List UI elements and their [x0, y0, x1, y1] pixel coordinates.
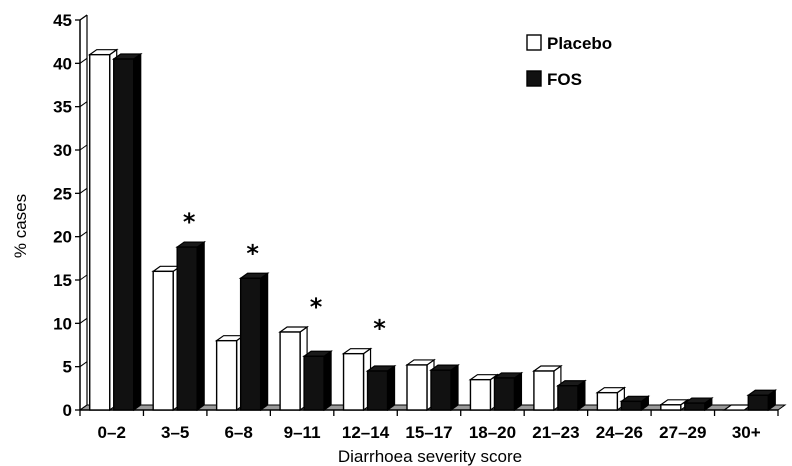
bar-fos — [430, 369, 452, 411]
y-tick-depth — [79, 57, 88, 64]
y-tick-depth — [79, 144, 88, 151]
y-tick-label: 20 — [53, 228, 72, 247]
legend-label-placebo: Placebo — [547, 34, 612, 53]
x-tick-label: 18–20 — [469, 423, 516, 442]
significance-star: * — [246, 239, 259, 267]
y-tick-label: 0 — [63, 401, 72, 420]
x-tick-label: 3–5 — [161, 423, 189, 442]
y-tick-depth — [79, 14, 88, 21]
x-tick-label: 9–11 — [284, 423, 321, 442]
bar-fos — [620, 400, 643, 411]
y-tick-depth — [79, 101, 88, 108]
bar-fos — [557, 385, 579, 411]
y-tick-depth — [79, 187, 88, 194]
y-tick-depth — [79, 404, 88, 411]
legend-label-fos: FOS — [547, 70, 582, 89]
y-axis-title: % cases — [11, 194, 30, 258]
y-tick-label: 45 — [53, 11, 72, 30]
x-tick-label: 0–2 — [98, 423, 126, 442]
bar-fos — [747, 394, 769, 411]
y-tick-depth — [79, 361, 88, 368]
bar-fos-side — [260, 272, 269, 412]
x-tick-label: 6–8 — [224, 423, 252, 442]
bar-placebo — [89, 53, 111, 411]
y-tick-label: 5 — [63, 358, 72, 377]
bar-fos — [303, 355, 325, 411]
bar-fos — [176, 246, 198, 411]
plot-area: 0 5 10 15 20 25 30 35 40 45 0–2 3–5 * 6–8 * 9–11 * 12–14 *… — [53, 11, 787, 442]
y-tick-label: 40 — [53, 54, 72, 73]
y-tick-label: 30 — [53, 141, 72, 160]
legend-swatch-fos — [526, 70, 542, 87]
significance-star: * — [373, 315, 386, 343]
x-tick-label: 27–29 — [659, 423, 706, 442]
bar-fos — [366, 370, 389, 411]
bar-placebo — [596, 391, 619, 411]
bar-fos-side — [323, 350, 332, 412]
x-tick-label: 30+ — [732, 423, 761, 442]
bar-fos-side — [133, 52, 142, 412]
bar-placebo — [533, 370, 555, 411]
bar-fos-side — [450, 363, 459, 412]
significance-star: * — [183, 208, 196, 236]
significance-star: * — [310, 293, 323, 321]
y-tick-depth — [79, 317, 88, 324]
bar-fos — [113, 58, 135, 411]
x-tick-label: 15–17 — [405, 423, 452, 442]
legend-swatch-placebo — [526, 34, 542, 51]
y-tick-label: 35 — [53, 98, 72, 117]
x-tick-label: 21–23 — [532, 423, 579, 442]
bar-fos — [684, 402, 706, 411]
y-tick-label: 25 — [53, 184, 72, 203]
bar-placebo — [279, 331, 301, 411]
bar-placebo — [469, 378, 492, 411]
bar-fos-side — [386, 364, 396, 412]
y-tick-depth — [79, 231, 88, 238]
y-tick-label: 15 — [53, 271, 72, 290]
bar-fos — [239, 277, 262, 411]
bar-placebo — [342, 352, 365, 411]
bar-placebo — [152, 270, 174, 411]
x-tick-label: 24–26 — [596, 423, 643, 442]
bar-placebo — [660, 404, 682, 411]
bar-fos — [493, 377, 516, 411]
y-tick-label: 10 — [53, 314, 72, 333]
x-axis-title: Diarrhoea severity score — [338, 447, 522, 466]
bar-fos-side — [196, 240, 205, 412]
x-tick-label: 12–14 — [342, 423, 390, 442]
bar-fos-side — [513, 371, 523, 412]
bar-placebo — [406, 364, 428, 411]
y-tick-depth — [79, 274, 88, 281]
bar-placebo — [215, 339, 238, 411]
